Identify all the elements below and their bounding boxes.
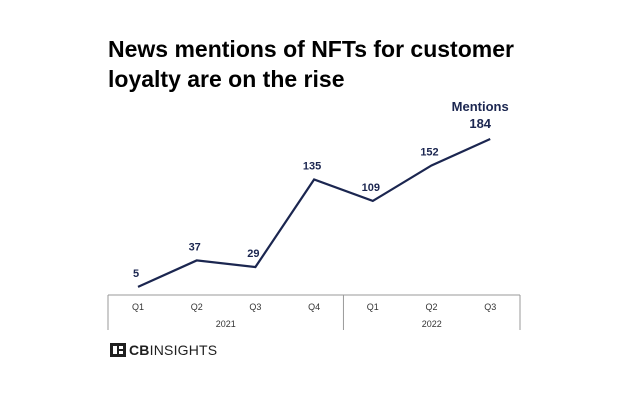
x-group-label: 2021: [216, 319, 236, 329]
logo-text: CBINSIGHTS: [129, 342, 218, 358]
x-tick-label: Q2: [425, 302, 437, 312]
cb-insights-logo: CBINSIGHTS: [110, 342, 217, 358]
data-label: 184: [469, 116, 491, 131]
data-label: 37: [189, 241, 201, 253]
data-label: 29: [247, 248, 259, 260]
data-label: 109: [362, 182, 380, 194]
x-tick-label: Q2: [191, 302, 203, 312]
chart-title: News mentions of NFTs for customer loyal…: [108, 36, 514, 92]
x-axis: Q1 Q2 Q3 Q4 Q1 Q2 Q3 2021 2022: [107, 294, 521, 330]
data-label: 5: [133, 268, 139, 280]
x-tick-label: Q3: [249, 302, 261, 312]
x-tick-label: Q1: [132, 302, 144, 312]
series-line-mentions: [137, 137, 491, 288]
cb-insights-logo-icon: [110, 343, 126, 357]
data-label: 152: [420, 146, 438, 158]
series-name-label: Mentions: [452, 99, 509, 114]
x-tick-label: Q3: [484, 302, 496, 312]
x-tick-label: Q1: [367, 302, 379, 312]
data-label: 135: [303, 160, 321, 172]
x-tick-label: Q4: [308, 302, 320, 312]
series-layer: [137, 137, 491, 288]
data-labels: 5 37 29 135 109 152 184 Mentions: [133, 99, 509, 280]
x-group-label: 2022: [422, 319, 442, 329]
